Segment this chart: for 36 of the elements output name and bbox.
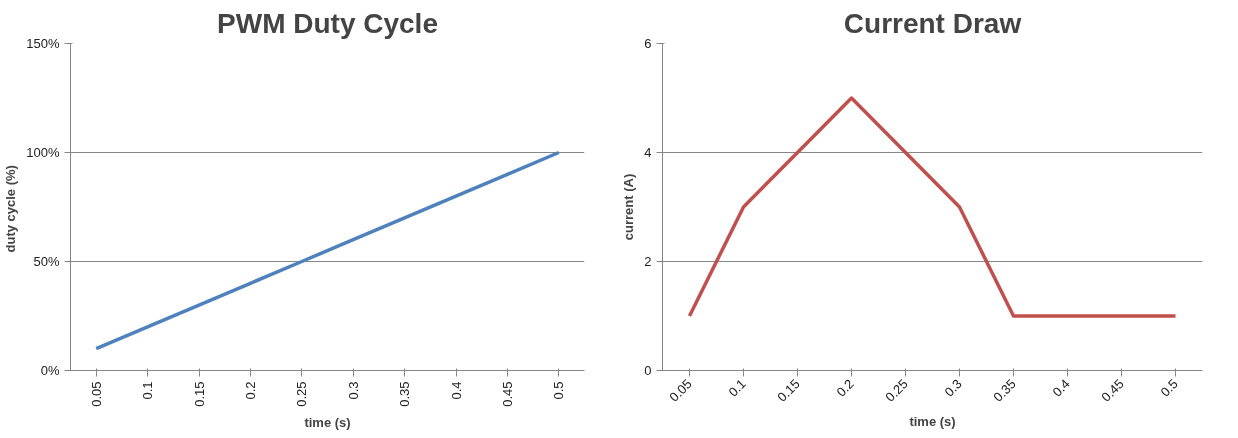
- y-tick-label: 100%: [26, 145, 60, 160]
- x-axis-title: time (s): [909, 413, 956, 429]
- x-tick-label: 0.05: [666, 376, 695, 405]
- x-tick-label: 0.45: [1098, 376, 1127, 405]
- x-tick-label: 0.05: [88, 381, 104, 407]
- x-axis-title: time (s): [304, 414, 351, 430]
- x-tick-label: 0.45: [499, 381, 515, 407]
- x-tick-label: 0.2: [242, 381, 258, 400]
- x-tick-label: 0.5: [551, 381, 567, 400]
- y-tick-label: 0%: [40, 363, 60, 378]
- x-tick-label: 0.3: [941, 376, 965, 400]
- chart-title: Current Draw: [843, 7, 1022, 39]
- x-tick-label: 0.15: [774, 376, 803, 405]
- x-tick-label: 0.5: [1157, 376, 1181, 400]
- x-tick-label: 0.25: [294, 381, 310, 407]
- y-tick-label: 150%: [26, 36, 60, 51]
- x-tick-label: 0.4: [448, 381, 464, 400]
- x-tick-label: 0.25: [882, 376, 911, 405]
- x-tick-label: 0.35: [990, 376, 1019, 405]
- y-tick-label: 2: [644, 254, 652, 269]
- x-tick-label: 0.2: [833, 376, 857, 400]
- x-tick-label: 0.35: [397, 381, 413, 407]
- x-tick-label: 0.15: [191, 381, 207, 407]
- y-axis-title: duty cycle (%): [3, 165, 19, 253]
- y-axis-title: current (A): [621, 173, 637, 241]
- line-series: [94, 150, 561, 351]
- line-series: [687, 96, 1178, 318]
- y-tick-label: 50%: [33, 254, 60, 269]
- x-tick-label: 0.3: [345, 381, 361, 400]
- x-tick-label: 0.1: [725, 376, 749, 400]
- chart-title: PWM Duty Cycle: [217, 7, 438, 39]
- y-tick-label: 4: [644, 145, 652, 160]
- x-tick-label: 0.1: [140, 381, 156, 400]
- y-tick-label: 6: [644, 36, 652, 51]
- y-tick-label: 0: [644, 363, 652, 378]
- x-tick-label: 0.4: [1049, 376, 1073, 400]
